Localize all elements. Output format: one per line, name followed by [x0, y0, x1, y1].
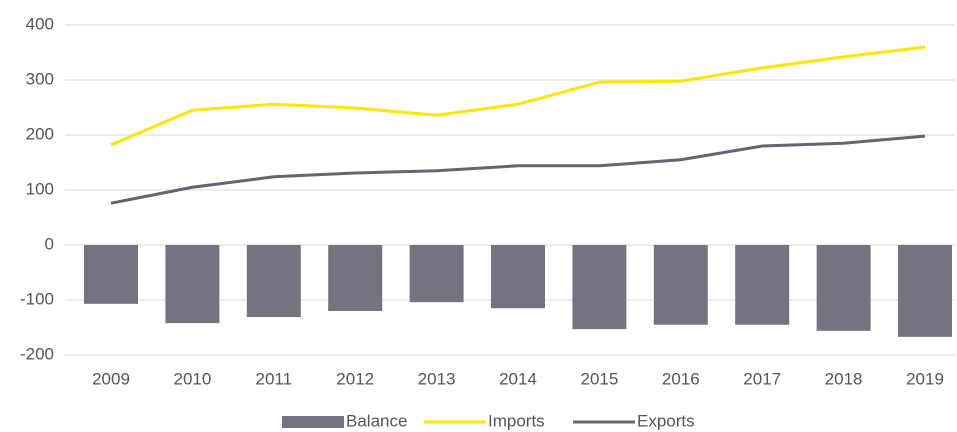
x-tick-label: 2010 [173, 369, 211, 388]
bar [653, 245, 708, 325]
bar [491, 245, 545, 309]
x-tick-label: 2017 [743, 369, 781, 388]
bar [328, 245, 383, 311]
bar [572, 245, 627, 330]
legend-label: Imports [488, 411, 545, 430]
x-tick-label: 2009 [92, 369, 130, 388]
x-tick-label: 2011 [256, 369, 293, 388]
bar [735, 245, 790, 325]
x-tick-label: 2013 [418, 369, 456, 388]
x-tick-label: 2019 [906, 369, 944, 388]
x-tick-label: 2018 [825, 369, 863, 388]
bar [84, 245, 138, 304]
x-tick-label: 2015 [580, 369, 618, 388]
y-tick-label: 0 [45, 234, 54, 253]
bar [816, 245, 871, 331]
legend-label: Exports [637, 411, 695, 430]
y-tick-label: -100 [20, 289, 54, 308]
bar [898, 245, 952, 337]
y-tick-label: 400 [26, 14, 54, 33]
x-tick-label: 2012 [336, 369, 374, 388]
legend-label: Balance [346, 411, 407, 430]
y-tick-label: 100 [26, 179, 54, 198]
y-tick-label: 200 [26, 124, 54, 143]
bar [165, 245, 220, 324]
line [110, 134, 926, 205]
line [110, 45, 926, 147]
legend-swatch [282, 416, 344, 428]
y-tick-label: -200 [20, 344, 54, 363]
bar [409, 245, 464, 303]
bar [246, 245, 301, 318]
x-tick-label: 2016 [662, 369, 700, 388]
x-tick-label: 2014 [499, 369, 537, 388]
y-tick-label: 300 [26, 69, 54, 88]
